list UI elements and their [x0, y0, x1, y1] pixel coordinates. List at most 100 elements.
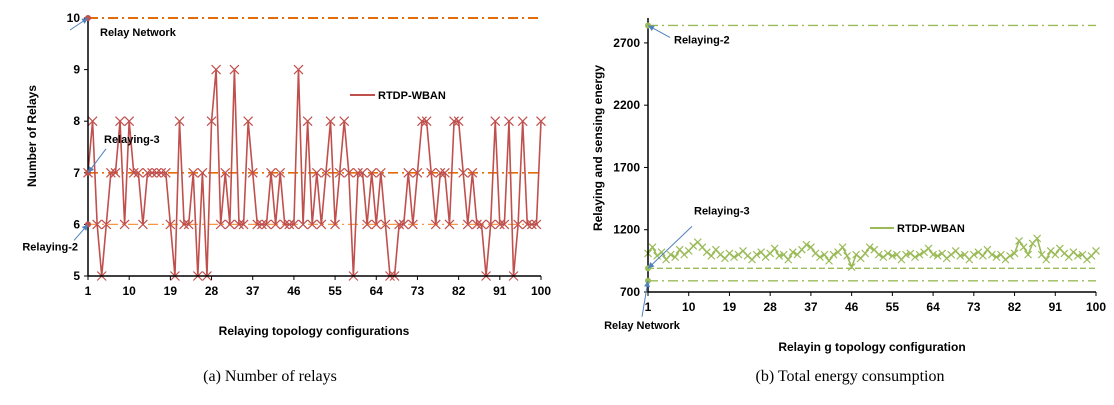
data-point: [252, 219, 263, 230]
y-tick-label: 2700: [613, 36, 640, 50]
data-point: [730, 253, 738, 262]
annotation-arrowhead: [88, 166, 94, 173]
y-tick-label: 2200: [613, 98, 640, 112]
x-tick-label: 100: [1086, 300, 1106, 314]
x-tick-label: 82: [452, 284, 466, 298]
data-point: [951, 246, 960, 255]
data-point: [974, 248, 983, 257]
data-point: [522, 219, 533, 230]
x-tick-label: 55: [328, 284, 342, 298]
data-point: [517, 116, 528, 127]
data-point: [852, 250, 861, 259]
data-point: [179, 219, 190, 230]
x-tick-label: 73: [967, 300, 981, 314]
data-point: [956, 251, 965, 260]
data-point: [671, 253, 680, 262]
data-point: [490, 116, 501, 127]
data-point: [256, 219, 267, 230]
data-point: [992, 253, 1001, 262]
annotation-label: Relay Network: [100, 27, 177, 39]
data-point: [439, 167, 450, 178]
data-point: [838, 243, 847, 252]
x-tick-label: 37: [804, 300, 818, 314]
data-point: [825, 256, 833, 265]
data-point: [847, 263, 856, 272]
data-point: [911, 253, 919, 262]
data-point: [504, 116, 514, 127]
data-point: [779, 250, 788, 259]
data-point: [811, 249, 820, 258]
data-point: [124, 116, 135, 127]
x-tick-label: 82: [1008, 300, 1022, 314]
data-point: [362, 219, 373, 230]
y-tick-label: 6: [73, 217, 80, 231]
data-point: [279, 219, 290, 230]
data-point: [449, 116, 459, 127]
data-point: [1078, 250, 1087, 259]
data-point: [960, 250, 969, 259]
y-tick-label: 10: [67, 11, 81, 25]
data-point: [375, 167, 386, 178]
data-point: [526, 219, 537, 230]
data-point: [929, 250, 938, 259]
data-point: [861, 249, 870, 258]
legend-label: RTDP-WBAN: [378, 90, 446, 102]
data-point: [743, 251, 752, 260]
data-point: [531, 219, 542, 230]
data-point: [343, 167, 354, 178]
data-point: [874, 250, 883, 259]
annotation-arrow: [647, 225, 693, 269]
annotation-label: Relaying-3: [694, 205, 750, 217]
data-point: [380, 219, 391, 230]
data-point: [698, 243, 707, 252]
y-tick-label: 5: [73, 269, 80, 283]
data-point: [983, 245, 992, 254]
caption-b: (b) Total energy consumption: [755, 368, 945, 385]
x-tick-label: 10: [123, 284, 137, 298]
data-point: [865, 243, 874, 252]
y-tick-label: 7: [73, 166, 80, 180]
x-tick-label: 1: [85, 284, 92, 298]
data-point: [702, 248, 711, 257]
data-point: [334, 167, 345, 178]
x-tick-label: 100: [531, 284, 551, 298]
data-point: [302, 116, 313, 127]
data-point: [902, 250, 910, 259]
data-point: [188, 167, 199, 178]
data-point: [298, 219, 308, 230]
data-point: [156, 167, 167, 178]
data-point: [757, 248, 766, 257]
data-point: [892, 250, 901, 259]
data-point: [788, 248, 797, 257]
data-point: [151, 167, 162, 178]
data-point: [820, 250, 829, 259]
x-tick-label: 10: [682, 300, 696, 314]
data-point: [197, 167, 208, 178]
y-tick-label: 1700: [613, 160, 640, 174]
data-point: [394, 219, 405, 230]
data-point: [206, 116, 217, 127]
data-point: [133, 167, 144, 178]
data-point: [174, 116, 185, 127]
data-point: [183, 219, 194, 230]
data-point: [1024, 250, 1033, 259]
data-point: [707, 251, 716, 260]
data-point: [476, 219, 487, 230]
data-point: [1069, 248, 1078, 257]
data-point: [969, 250, 978, 259]
data-point: [137, 219, 148, 230]
data-point: [1037, 250, 1046, 259]
data-point: [666, 250, 675, 259]
data-point: [1046, 246, 1055, 255]
data-point: [444, 219, 455, 230]
data-point: [407, 219, 418, 230]
y-axis-label: Relaying and sensing energy: [591, 65, 605, 231]
series-line: [87, 69, 542, 277]
data-point: [499, 219, 510, 230]
data-point: [675, 245, 684, 254]
data-point: [288, 219, 299, 230]
caption-a: (a) Number of relays: [203, 368, 337, 385]
data-point: [316, 219, 327, 230]
data-point: [693, 238, 702, 247]
data-point: [1042, 255, 1051, 264]
